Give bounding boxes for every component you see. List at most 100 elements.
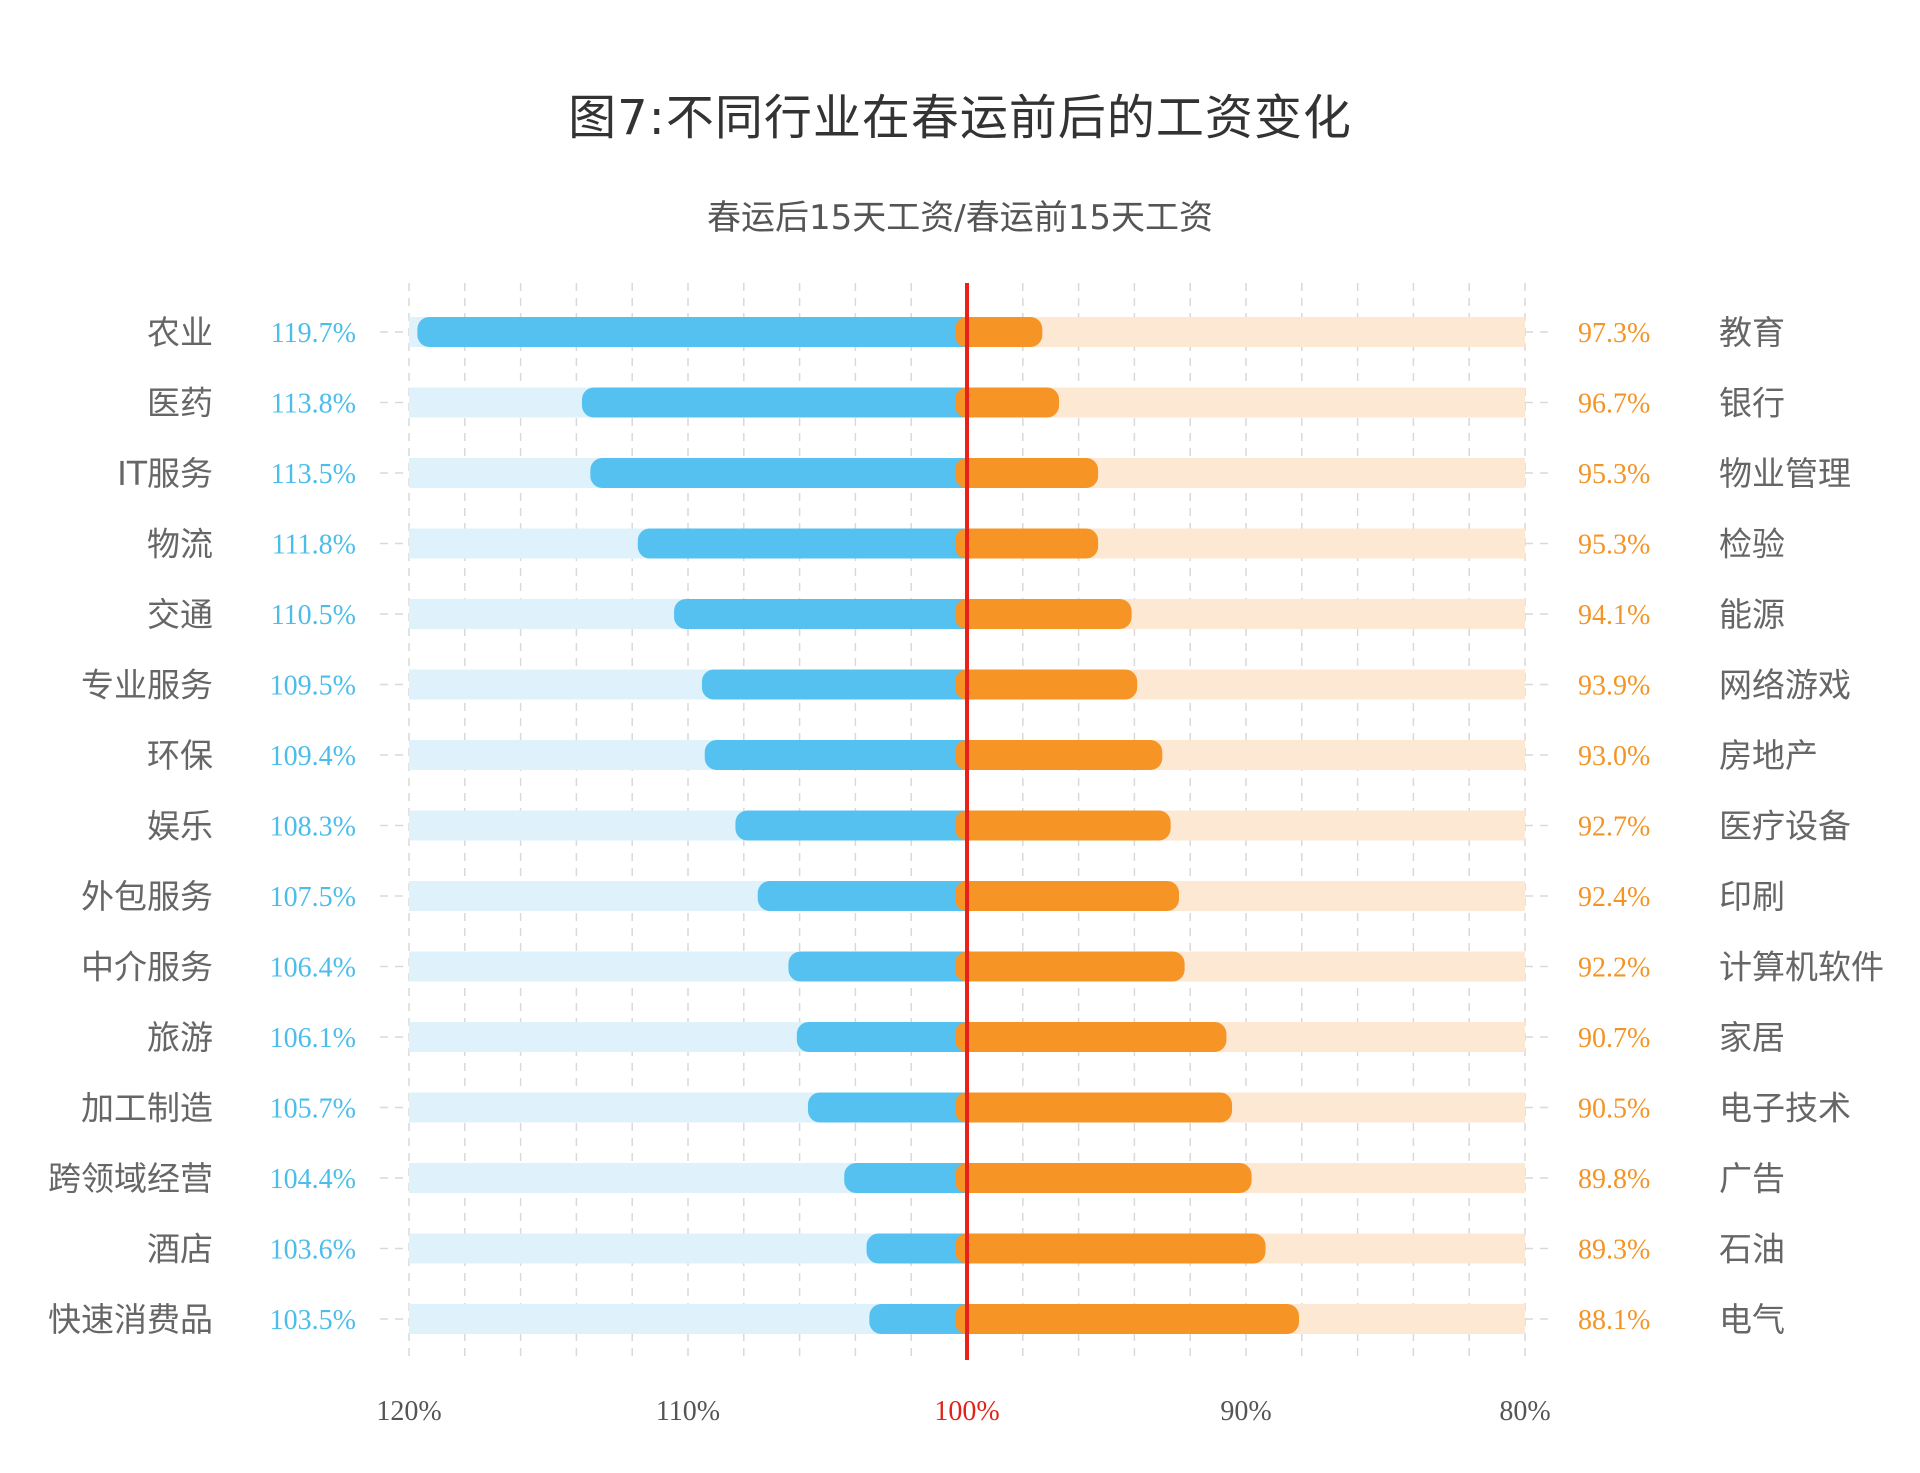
right-category-label: 印刷 — [1719, 877, 1785, 916]
right-category-label: 家居 — [1719, 1018, 1785, 1057]
x-axis-ticks: 120% 110% 100% 90% 80% — [376, 1396, 1550, 1427]
right-bar-cap — [967, 599, 981, 629]
left-bar — [590, 458, 979, 488]
right-value-label: 96.7% — [1578, 389, 1650, 420]
right-bar-cap — [967, 1304, 981, 1334]
left-value-label: 105.7% — [270, 1094, 356, 1125]
left-value-label: 109.4% — [270, 741, 356, 772]
left-bar — [796, 1022, 979, 1052]
right-bar-cap — [967, 458, 981, 488]
x-tick-label: 100% — [934, 1396, 999, 1427]
left-category-label: 快速消费品 — [48, 1300, 213, 1339]
left-category-label: IT服务 — [117, 454, 213, 493]
right-value-label: 90.7% — [1578, 1023, 1650, 1054]
right-bar — [955, 881, 1180, 911]
right-value-label: 90.5% — [1578, 1094, 1650, 1125]
left-category-label: 中介服务 — [81, 948, 213, 987]
x-tick-label: 80% — [1499, 1396, 1550, 1427]
right-category-label: 物业管理 — [1719, 454, 1851, 493]
left-value-label: 119.7% — [271, 318, 356, 349]
left-category-label: 酒店 — [147, 1230, 213, 1269]
right-bar — [955, 669, 1138, 700]
right-bar — [955, 458, 1099, 488]
right-track — [967, 317, 1525, 347]
right-value-label: 95.3% — [1578, 530, 1650, 561]
left-bar — [844, 1163, 979, 1193]
left-bar — [788, 951, 979, 982]
right-track — [967, 387, 1525, 418]
right-value-label: 92.4% — [1578, 882, 1650, 913]
right-category-label: 医疗设备 — [1719, 807, 1851, 846]
bar-layer — [417, 317, 1300, 1334]
left-value-label: 113.8% — [271, 389, 356, 420]
left-value-label: 113.5% — [271, 459, 356, 490]
right-bar — [955, 528, 1099, 559]
left-bar — [757, 881, 979, 911]
right-bar-cap — [967, 740, 981, 770]
right-value-label: 88.1% — [1578, 1305, 1650, 1336]
left-bar — [701, 669, 979, 700]
right-value-label: 93.0% — [1578, 741, 1650, 772]
x-tick-label: 90% — [1220, 1396, 1271, 1427]
right-bar-cap — [967, 669, 981, 700]
right-category-label: 教育 — [1719, 313, 1785, 352]
left-value-label: 107.5% — [270, 882, 356, 913]
right-value-label: 93.9% — [1578, 671, 1650, 702]
left-value-label: 108.3% — [270, 812, 356, 843]
right-bar-cap — [967, 387, 981, 418]
left-category-label: 加工制造 — [81, 1089, 213, 1128]
right-bar-cap — [967, 528, 981, 559]
right-bar — [955, 1092, 1233, 1123]
left-value-label: 103.6% — [270, 1235, 356, 1266]
right-category-label: 电子技术 — [1719, 1089, 1851, 1128]
left-value-label: 106.4% — [270, 953, 356, 984]
right-bar — [955, 810, 1171, 841]
left-category-label: 旅游 — [147, 1018, 213, 1057]
right-bar-cap — [967, 317, 981, 347]
left-value-label: 110.5% — [271, 600, 356, 631]
grid-layer — [380, 283, 1555, 1360]
right-value-label: 95.3% — [1578, 459, 1650, 490]
right-bar-cap — [967, 1022, 981, 1052]
right-bar — [955, 740, 1163, 770]
right-category-label: 石油 — [1719, 1230, 1785, 1269]
right-bar — [955, 387, 1060, 418]
right-category-label: 银行 — [1719, 384, 1785, 423]
right-value-label: 89.3% — [1578, 1235, 1650, 1266]
right-bar — [955, 1022, 1227, 1052]
left-category-label: 跨领域经营 — [48, 1159, 213, 1198]
right-bar-cap — [967, 951, 981, 982]
left-category-label: 物流 — [147, 525, 213, 564]
right-bar-cap — [967, 1233, 981, 1264]
right-category-label: 网络游戏 — [1719, 666, 1851, 705]
left-bar — [637, 528, 979, 559]
left-category-label: 专业服务 — [81, 666, 213, 705]
left-category-label: 医药 — [147, 384, 213, 423]
right-bar — [955, 1304, 1300, 1334]
left-bar — [735, 810, 979, 841]
left-category-label: 外包服务 — [81, 877, 213, 916]
left-value-label: 103.5% — [270, 1305, 356, 1336]
right-category-label: 广告 — [1719, 1159, 1785, 1198]
right-bar-cap — [967, 1163, 981, 1193]
right-category-label: 电气 — [1719, 1300, 1785, 1339]
left-value-label: 109.5% — [270, 671, 356, 702]
x-tick-label: 110% — [656, 1396, 720, 1427]
right-bar-cap — [967, 1092, 981, 1123]
right-bar — [955, 599, 1132, 629]
left-category-label: 环保 — [147, 736, 213, 775]
right-bar-cap — [967, 810, 981, 841]
left-bar — [866, 1233, 979, 1264]
left-category-label: 娱乐 — [147, 807, 213, 846]
right-category-label: 检验 — [1719, 525, 1785, 564]
left-bar — [869, 1304, 979, 1334]
right-value-label: 89.8% — [1578, 1164, 1650, 1195]
right-value-label: 92.7% — [1578, 812, 1650, 843]
left-value-label: 106.1% — [270, 1023, 356, 1054]
right-value-label: 92.2% — [1578, 953, 1650, 984]
right-category-label: 计算机软件 — [1719, 948, 1884, 987]
left-bar — [674, 599, 979, 629]
left-bar — [807, 1092, 979, 1123]
